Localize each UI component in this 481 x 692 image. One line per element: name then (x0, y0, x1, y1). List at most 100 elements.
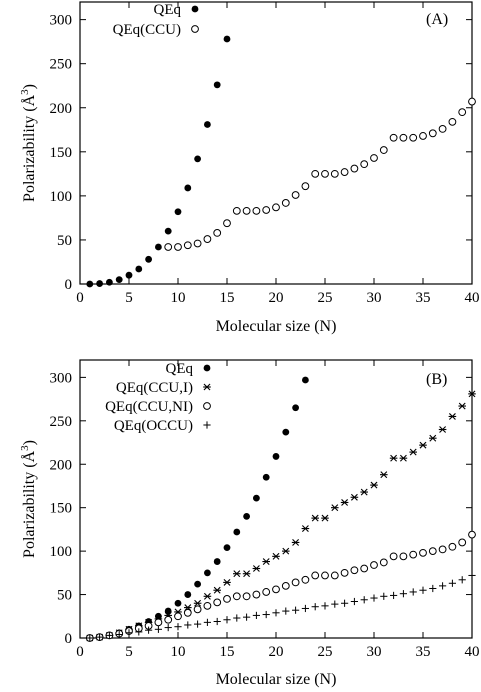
data-point-qeq-ccu-ni (281, 581, 290, 590)
data-point-qeq-occu (292, 606, 300, 614)
panel-b-legend: QEq QEq(CCU,I) QEq(CCU,NI) QEq(OCCU) (105, 361, 211, 434)
data-point-qeq-ccu-ni (468, 530, 476, 539)
data-point-qeq-ccu-ni (458, 538, 467, 547)
legend-label-qeq: QEq (154, 2, 182, 18)
data-point-qeq-ccu (183, 241, 192, 250)
data-point-qeq (86, 280, 94, 288)
data-point-qeq (223, 35, 231, 43)
data-point-qeq-ccu-ni (164, 615, 173, 624)
data-point-qeq-occu (174, 623, 182, 631)
data-point-qeq-occu (321, 602, 329, 610)
data-point-qeq-ccu (223, 219, 231, 228)
legend-marker-qeq-ccu-i (203, 383, 211, 391)
data-point-qeq-occu (252, 611, 260, 620)
data-point-qeq-ccu-i (203, 592, 212, 600)
data-point-qeq-ccu (379, 146, 388, 154)
data-point-qeq (115, 276, 123, 283)
y-tick-label: 200 (50, 457, 73, 473)
data-point-qeq-ccu-i (340, 499, 349, 506)
data-point-qeq-occu (350, 597, 358, 606)
data-point-qeq-occu (311, 603, 319, 611)
data-point-qeq-occu (390, 591, 398, 600)
data-point-qeq-ccu-i (272, 552, 280, 560)
data-point-qeq-ccu-ni (232, 592, 241, 601)
y-tick-label: 0 (65, 277, 73, 293)
data-point-qeq (272, 453, 280, 460)
data-point-qeq-occu (86, 634, 94, 642)
data-point-qeq-occu (448, 579, 456, 587)
data-point-qeq (302, 376, 309, 384)
x-tick-label: 15 (220, 290, 235, 306)
x-tick-label: 20 (269, 290, 284, 306)
data-point-qeq-occu (380, 592, 388, 600)
x-tick-label: 0 (76, 644, 84, 660)
data-point-qeq-ccu-ni (193, 605, 202, 614)
x-tick-label: 40 (465, 644, 480, 660)
data-point-qeq-ccu-i (399, 454, 408, 462)
data-point-qeq-ccu-i (468, 390, 476, 398)
data-point-qeq-ccu-ni (360, 564, 369, 573)
data-point-qeq-ccu (330, 169, 339, 178)
data-point-qeq-ccu-ni (409, 550, 418, 559)
x-tick-label: 30 (367, 290, 382, 306)
data-point-qeq-ccu-i (350, 493, 359, 501)
y-tick-label: 250 (50, 414, 73, 430)
data-point-qeq-ccu-ni (370, 561, 378, 569)
legend-label-qeq-ccu: QEq(CCU) (113, 22, 181, 38)
data-point-qeq-occu (154, 625, 162, 633)
legend-marker-qeq (203, 364, 211, 372)
data-point-qeq-ccu-ni (419, 548, 427, 557)
data-point-qeq-occu (458, 576, 466, 584)
data-point-qeq-ccu-i (291, 539, 300, 546)
data-point-qeq-occu (233, 614, 241, 622)
y-tick-label: 0 (65, 631, 73, 647)
data-point-qeq-ccu (399, 133, 408, 142)
legend-marker-qeq-occu (203, 421, 211, 429)
data-point-qeq (223, 544, 231, 552)
data-point-qeq-occu (194, 620, 202, 628)
panel-a-x-axis-label: Molecular size (N) (216, 318, 337, 335)
data-point-qeq-ccu (174, 243, 182, 251)
x-tick-label: 25 (318, 644, 333, 660)
data-point-qeq (184, 591, 192, 598)
data-point-qeq-ccu (428, 129, 437, 138)
data-point-qeq-ccu (252, 206, 261, 215)
data-point-qeq-ccu-i (380, 471, 388, 479)
data-point-qeq-occu (360, 596, 368, 604)
data-point-qeq (184, 184, 192, 192)
data-point-qeq-occu (115, 630, 123, 639)
data-point-qeq-ccu-ni (174, 612, 182, 621)
data-point-qeq (106, 278, 113, 286)
data-point-qeq-ccu-i (409, 448, 417, 456)
data-point-qeq-occu (135, 628, 143, 636)
data-point-qeq-ccu-i (389, 454, 398, 462)
x-tick-label: 35 (416, 290, 431, 306)
data-point-qeq-occu (243, 613, 251, 621)
data-point-qeq (253, 494, 260, 502)
data-point-qeq (213, 81, 221, 89)
data-point-qeq (135, 265, 143, 273)
data-point-qeq-occu (439, 582, 447, 590)
panel-b-data-marks (85, 376, 476, 642)
data-point-qeq-ccu-i (429, 434, 437, 442)
data-point-qeq (204, 121, 211, 128)
y-tick-label: 300 (50, 370, 73, 386)
data-point-qeq-ccu-i (321, 514, 329, 522)
data-point-qeq-occu (105, 631, 113, 639)
data-point-qeq-ccu-ni (242, 592, 251, 601)
data-point-qeq-ccu (281, 199, 290, 207)
y-tick-label: 100 (50, 189, 73, 205)
data-point-qeq-ccu-ni (154, 618, 163, 627)
data-point-qeq-ccu-ni (389, 552, 398, 561)
data-point-qeq (282, 428, 290, 436)
data-point-qeq-ccu-ni (213, 598, 222, 607)
data-point-qeq-ccu (213, 228, 222, 237)
legend-label-qeq-ccu-ni: QEq(CCU,NI) (105, 399, 193, 415)
data-point-qeq-occu (370, 594, 378, 602)
data-point-qeq-ccu (232, 206, 241, 215)
y-tick-label: 300 (50, 13, 73, 29)
data-point-qeq-ccu-i (301, 525, 310, 532)
x-tick-label: 30 (367, 644, 382, 660)
data-point-qeq-ccu (458, 108, 467, 117)
